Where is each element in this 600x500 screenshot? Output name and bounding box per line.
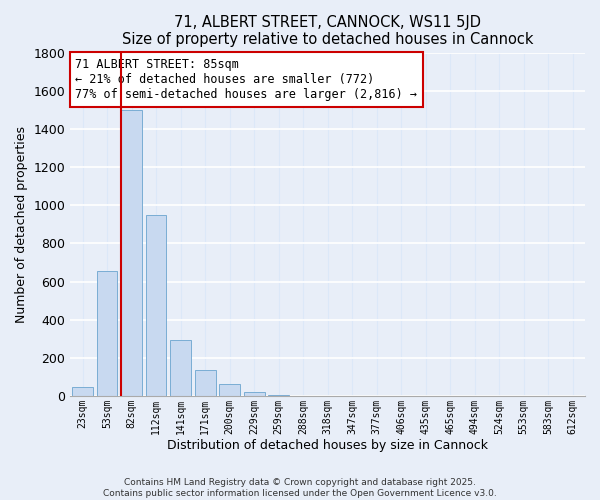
X-axis label: Distribution of detached houses by size in Cannock: Distribution of detached houses by size … <box>167 440 488 452</box>
Bar <box>268 395 289 396</box>
Bar <box>170 340 191 396</box>
Bar <box>194 370 215 396</box>
Text: 71 ALBERT STREET: 85sqm
← 21% of detached houses are smaller (772)
77% of semi-d: 71 ALBERT STREET: 85sqm ← 21% of detache… <box>76 58 418 101</box>
Y-axis label: Number of detached properties: Number of detached properties <box>15 126 28 323</box>
Bar <box>244 392 265 396</box>
Bar <box>219 384 240 396</box>
Bar <box>97 271 118 396</box>
Title: 71, ALBERT STREET, CANNOCK, WS11 5JD
Size of property relative to detached house: 71, ALBERT STREET, CANNOCK, WS11 5JD Siz… <box>122 15 533 48</box>
Bar <box>121 110 142 396</box>
Text: Contains HM Land Registry data © Crown copyright and database right 2025.
Contai: Contains HM Land Registry data © Crown c… <box>103 478 497 498</box>
Bar <box>146 215 166 396</box>
Bar <box>72 388 93 396</box>
